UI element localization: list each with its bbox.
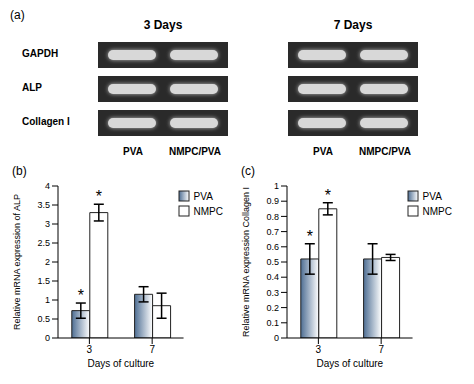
svg-text:3.5: 3.5: [37, 200, 50, 210]
html-text:NMPC/PVA: NMPC/PVA: [359, 146, 411, 157]
svg-text:1.5: 1.5: [37, 276, 50, 286]
html-text:NMPC: NMPC: [422, 205, 452, 217]
html-text:GAPDH: GAPDH: [22, 48, 59, 59]
svg-text:Relative mRNA expression of AL: Relative mRNA expression of ALP: [12, 194, 22, 330]
svg-text:7: 7: [378, 344, 384, 355]
svg-text:Days of culture: Days of culture: [87, 358, 154, 369]
svg-text:0.7: 0.7: [266, 227, 279, 237]
html-text:PVA: PVA: [422, 190, 442, 202]
svg-text:1: 1: [274, 181, 279, 191]
svg-text:0.4: 0.4: [266, 272, 279, 282]
svg-text:*: *: [325, 187, 331, 204]
svg-text:7: 7: [149, 344, 155, 355]
html-text:PVA: PVA: [313, 146, 333, 157]
svg-text:*: *: [78, 287, 84, 304]
svg-text:2: 2: [45, 257, 50, 267]
html-text:ALP: ALP: [22, 82, 42, 93]
html-text:Collagen I: Collagen I: [22, 116, 70, 127]
svg-text:0.9: 0.9: [266, 196, 279, 206]
svg-text:0.5: 0.5: [266, 257, 279, 267]
html-text:PVA: PVA: [193, 190, 213, 202]
html-text:(b): (b): [12, 164, 27, 178]
svg-text:1: 1: [45, 295, 50, 305]
svg-text:Days of culture: Days of culture: [316, 358, 383, 369]
svg-text:3: 3: [87, 344, 93, 355]
svg-text:0: 0: [274, 333, 279, 343]
svg-text:3: 3: [45, 219, 50, 229]
svg-text:0.5: 0.5: [37, 314, 50, 324]
html-text:7 Days: 7 Days: [333, 18, 373, 32]
svg-text:Relative mRNA expression Colla: Relative mRNA expression Collagen I: [241, 187, 251, 337]
svg-text:0.1: 0.1: [266, 318, 279, 328]
html-text:3 Days: 3 Days: [143, 18, 183, 32]
html-text:(a): (a): [10, 8, 25, 22]
svg-text:*: *: [96, 188, 102, 205]
svg-text:3: 3: [316, 344, 322, 355]
html-text:NMPC/PVA: NMPC/PVA: [169, 146, 221, 157]
svg-text:2.5: 2.5: [37, 238, 50, 248]
svg-text:*: *: [307, 228, 313, 245]
html-text:PVA: PVA: [123, 146, 143, 157]
svg-text:0.2: 0.2: [266, 303, 279, 313]
svg-text:0.6: 0.6: [266, 242, 279, 252]
svg-text:4: 4: [45, 181, 50, 191]
svg-text:0.3: 0.3: [266, 288, 279, 298]
html-text:(c): (c): [241, 164, 255, 178]
svg-text:0: 0: [45, 333, 50, 343]
svg-text:0.8: 0.8: [266, 212, 279, 222]
html-text:NMPC: NMPC: [193, 205, 223, 217]
